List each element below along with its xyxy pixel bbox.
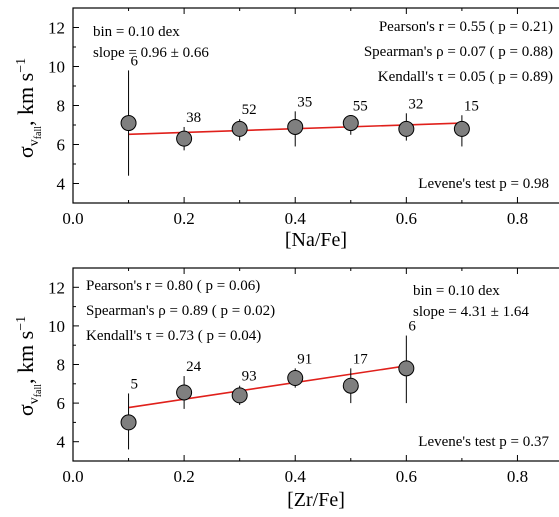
data-point (398, 360, 415, 377)
y-tick-label: 6 (57, 394, 66, 413)
x-tick-label: 0.0 (62, 467, 83, 486)
x-tick-label: 0.4 (285, 467, 307, 486)
y-axis-label-sub: v (27, 139, 42, 146)
tick-labels: 0.0 0.2 0.4 0.6 0.8 4 6 8 10 12 (48, 278, 528, 486)
tick-marks (72, 268, 518, 461)
count-label: 32 (408, 96, 423, 112)
y-axis-label: σvfall, km s−1 (13, 316, 44, 416)
kendall-annotation: Kendall's τ = 0.05 ( p = 0.89) (378, 69, 553, 85)
count-label: 52 (242, 102, 257, 118)
y-axis-label-exp: −1 (14, 58, 29, 73)
count-label: 38 (186, 110, 201, 126)
count-label: 6 (408, 319, 416, 335)
y-tick-label: 10 (48, 317, 65, 336)
x-tick-label: 0.2 (173, 467, 194, 486)
x-axis-label: [Zr/Fe] (287, 489, 345, 511)
fit-line (128, 365, 407, 409)
panel-na-fe: 0.0 0.2 0.4 0.6 0.8 4 6 8 10 12 6 38 52 35 55 32 15 bin… (13, 7, 559, 251)
slope-annotation: slope = 0.96 ± 0.66 (93, 45, 209, 61)
bin-annotation: bin = 0.10 dex (413, 283, 500, 299)
data-point (176, 130, 193, 147)
y-axis-label: σvfall, km s−1 (13, 58, 44, 158)
count-label: 24 (186, 359, 202, 375)
data-point (453, 120, 470, 137)
spearman-annotation: Spearman's ρ = 0.07 ( p = 0.88) (364, 44, 553, 60)
count-label: 35 (297, 94, 312, 110)
data-point (120, 414, 137, 431)
count-label: 17 (353, 351, 369, 367)
slope-annotation: slope = 4.31 ± 1.64 (413, 304, 529, 320)
data-point (231, 387, 248, 404)
y-tick-label: 6 (57, 136, 66, 155)
x-tick-label: 0.8 (507, 209, 528, 228)
y-axis-label-sub: v (27, 397, 42, 404)
kendall-annotation: Kendall's τ = 0.73 ( p = 0.04) (86, 328, 261, 344)
data-point (176, 384, 193, 401)
count-label: 91 (297, 351, 312, 367)
data-point (342, 377, 359, 394)
y-tick-label: 4 (57, 433, 66, 452)
data-point (120, 115, 137, 132)
y-tick-label: 8 (57, 356, 66, 375)
pearson-annotation: Pearson's r = 0.80 ( p = 0.06) (86, 278, 260, 294)
spearman-annotation: Spearman's ρ = 0.89 ( p = 0.02) (86, 303, 275, 319)
y-axis-label-main: σ (13, 404, 38, 416)
count-label: 55 (353, 98, 368, 114)
y-axis-label-unit: , km s (13, 331, 38, 384)
count-label: 93 (242, 369, 257, 385)
pearson-annotation: Pearson's r = 0.55 ( p = 0.21) (379, 19, 553, 35)
count-label: 15 (464, 98, 479, 114)
data-point (287, 370, 304, 387)
bin-annotation: bin = 0.10 dex (93, 24, 180, 40)
levene-annotation: Levene's test p = 0.37 (418, 434, 549, 450)
y-tick-label: 12 (48, 278, 65, 297)
y-axis-label-main: σ (13, 146, 38, 158)
data-point (342, 115, 359, 132)
panel-zr-fe: 0.0 0.2 0.4 0.6 0.8 4 6 8 10 12 5 24 93 91 17 6 Pearso… (13, 267, 559, 511)
y-axis-label-subsub: fall (33, 384, 44, 398)
count-label: 5 (131, 376, 139, 392)
y-axis-label-exp: −1 (14, 316, 29, 331)
x-tick-label: 0.8 (507, 467, 528, 486)
y-tick-label: 10 (48, 58, 65, 77)
tick-marks (72, 8, 518, 203)
x-tick-label: 0.6 (396, 467, 417, 486)
x-tick-label: 0.4 (285, 209, 307, 228)
y-tick-label: 4 (57, 175, 66, 194)
count-label: 6 (131, 53, 139, 69)
y-tick-label: 12 (48, 19, 65, 38)
x-tick-label: 0.0 (62, 209, 83, 228)
tick-labels: 0.0 0.2 0.4 0.6 0.8 4 6 8 10 12 (48, 19, 528, 229)
data-points: 6 38 52 35 55 32 15 (120, 53, 479, 176)
y-axis-label-subsub: fall (33, 126, 44, 140)
levene-annotation: Levene's test p = 0.98 (418, 176, 549, 192)
x-tick-label: 0.2 (173, 209, 194, 228)
data-point (287, 118, 304, 135)
data-point (398, 120, 415, 137)
data-point (231, 120, 248, 137)
y-tick-label: 8 (57, 97, 66, 116)
x-tick-label: 0.6 (396, 209, 417, 228)
y-axis-label-unit: , km s (13, 73, 38, 126)
data-points: 5 24 93 91 17 6 (120, 319, 416, 450)
x-axis-label: [Na/Fe] (285, 229, 347, 251)
